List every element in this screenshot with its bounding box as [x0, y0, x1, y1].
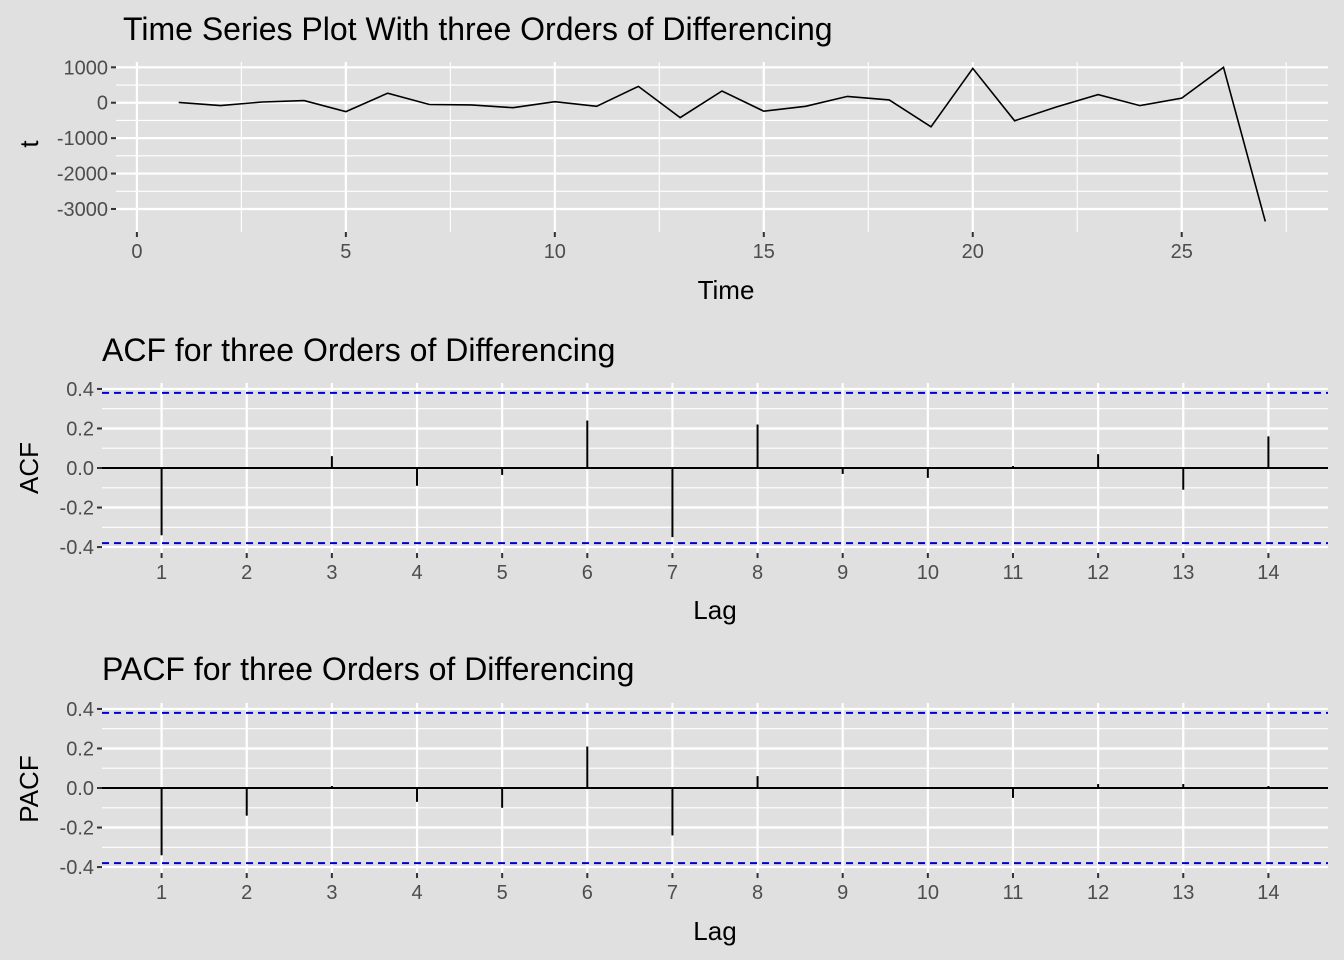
- y-tick-label: 0.4: [66, 379, 94, 401]
- y-tick-label: -3000: [57, 199, 108, 221]
- y-tick-label: 0.4: [66, 699, 94, 721]
- ts-gridlines: [116, 62, 1328, 232]
- x-tick-label: 5: [340, 241, 351, 263]
- ts-y-axis-title: t: [14, 140, 44, 148]
- pacf-x-axis-title: Lag: [693, 916, 736, 946]
- x-tick-label: 14: [1257, 562, 1279, 584]
- x-tick-label: 12: [1087, 562, 1109, 584]
- x-tick-label: 12: [1087, 882, 1109, 904]
- x-tick-label: 4: [411, 882, 422, 904]
- y-tick-label: -2000: [57, 164, 108, 186]
- x-tick-label: 10: [917, 882, 939, 904]
- y-tick-label: -0.2: [60, 498, 94, 520]
- acf-marks: [102, 391, 1328, 545]
- y-tick-label: 1000: [64, 57, 109, 79]
- acf-title: ACF for three Orders of Differencing: [102, 332, 615, 368]
- x-tick-label: 15: [753, 241, 775, 263]
- y-tick-label: -0.2: [60, 818, 94, 840]
- x-tick-label: 1: [156, 882, 167, 904]
- ts-title: Time Series Plot With three Orders of Di…: [123, 11, 833, 47]
- y-tick-label: 0.2: [66, 418, 94, 440]
- x-tick-label: 3: [326, 562, 337, 584]
- x-tick-label: 5: [497, 562, 508, 584]
- x-tick-label: 13: [1172, 882, 1194, 904]
- x-tick-label: 1: [156, 562, 167, 584]
- x-tick-label: 10: [544, 241, 566, 263]
- time-series-panel: Time Series Plot With three Orders of Di…: [14, 11, 1328, 305]
- x-tick-label: 13: [1172, 562, 1194, 584]
- x-tick-label: 9: [837, 882, 848, 904]
- y-tick-label: -1000: [57, 128, 108, 150]
- y-tick-label: -0.4: [60, 537, 94, 559]
- x-tick-label: 11: [1003, 562, 1024, 584]
- acf-x-axis-title: Lag: [693, 595, 736, 625]
- x-tick-label: 25: [1171, 241, 1193, 263]
- x-tick-label: 14: [1257, 882, 1279, 904]
- y-tick-label: 0: [97, 93, 108, 115]
- ts-x-axis-title: Time: [698, 275, 755, 305]
- x-tick-label: 7: [667, 562, 678, 584]
- x-tick-label: 3: [326, 882, 337, 904]
- y-tick-label: 0.0: [66, 778, 94, 800]
- x-tick-label: 2: [241, 562, 252, 584]
- x-tick-label: 7: [667, 882, 678, 904]
- pacf-ticks: 1 2 3 4 5 6 7 8 9 10 11 12 13 140.40.20.0-0.2-0.4: [60, 699, 1280, 904]
- y-tick-label: 0.2: [66, 738, 94, 760]
- pacf-title: PACF for three Orders of Differencing: [102, 651, 634, 687]
- pacf-y-axis-title: PACF: [14, 755, 44, 822]
- x-tick-label: 6: [582, 562, 593, 584]
- x-tick-label: 20: [962, 241, 984, 263]
- y-tick-label: -0.4: [60, 857, 94, 879]
- x-tick-label: 10: [917, 562, 939, 584]
- ts-ticks: 0 5 10 15 20 25 1000 0 -1000 -2000 -3000: [57, 57, 1193, 263]
- x-tick-label: 2: [241, 882, 252, 904]
- series-line: [178, 65, 1267, 222]
- x-tick-label: 11: [1003, 882, 1024, 904]
- y-tick-label: 0.0: [66, 458, 94, 480]
- x-tick-label: 8: [752, 882, 763, 904]
- x-tick-label: 6: [582, 882, 593, 904]
- x-tick-label: 8: [752, 562, 763, 584]
- x-tick-label: 9: [837, 562, 848, 584]
- pacf-marks: [102, 711, 1328, 865]
- x-tick-label: 5: [497, 882, 508, 904]
- ts-marks: [178, 65, 1267, 222]
- acf-ticks: 1 2 3 4 5 6 7 8 9 10 11 12 13 140.40.20.0-0.2-0.4: [60, 379, 1280, 584]
- x-tick-label: 0: [131, 241, 142, 263]
- acf-y-axis-title: ACF: [14, 442, 44, 494]
- x-tick-label: 4: [411, 562, 422, 584]
